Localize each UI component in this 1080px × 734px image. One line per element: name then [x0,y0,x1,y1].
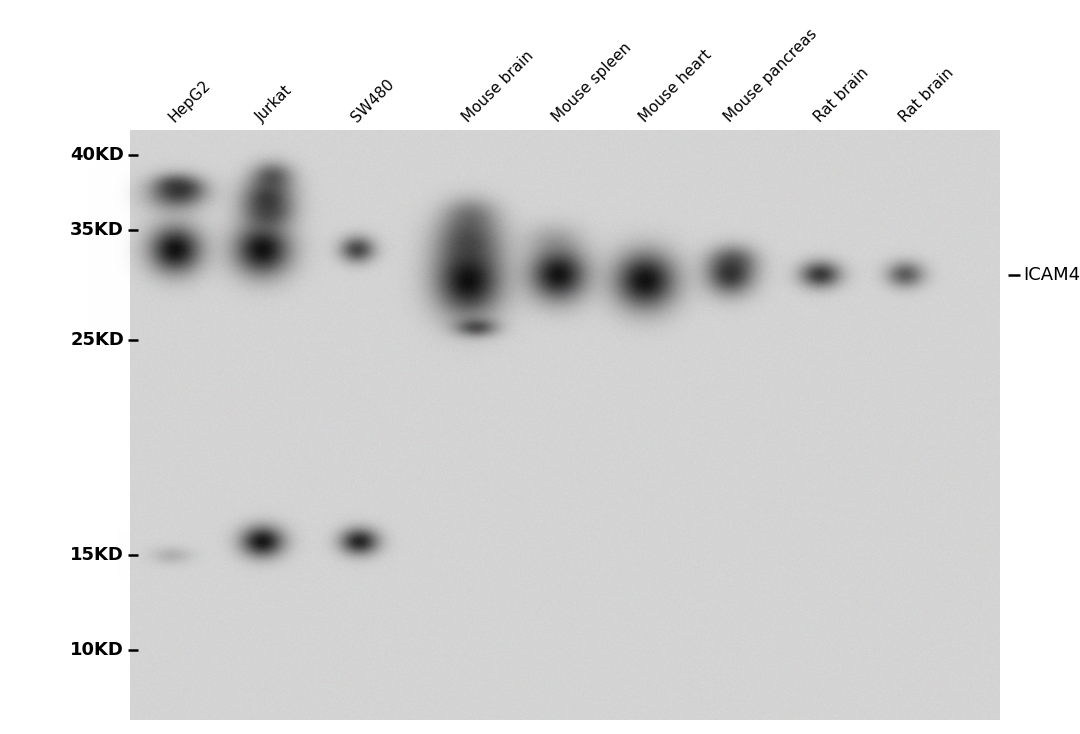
Text: SW480: SW480 [349,76,397,125]
Text: Jurkat: Jurkat [254,83,296,125]
Text: 10KD: 10KD [70,641,124,659]
Text: Mouse brain: Mouse brain [459,48,537,125]
Text: 40KD: 40KD [70,146,124,164]
Text: HepG2: HepG2 [166,78,214,125]
Text: Mouse spleen: Mouse spleen [550,40,634,125]
Text: 25KD: 25KD [70,331,124,349]
Text: Rat brain: Rat brain [896,65,957,125]
Text: Mouse pancreas: Mouse pancreas [721,26,820,125]
Text: 15KD: 15KD [70,546,124,564]
Text: Rat brain: Rat brain [811,65,872,125]
Text: Mouse heart: Mouse heart [636,47,715,125]
Text: ICAM4: ICAM4 [1023,266,1080,284]
Text: 35KD: 35KD [70,221,124,239]
